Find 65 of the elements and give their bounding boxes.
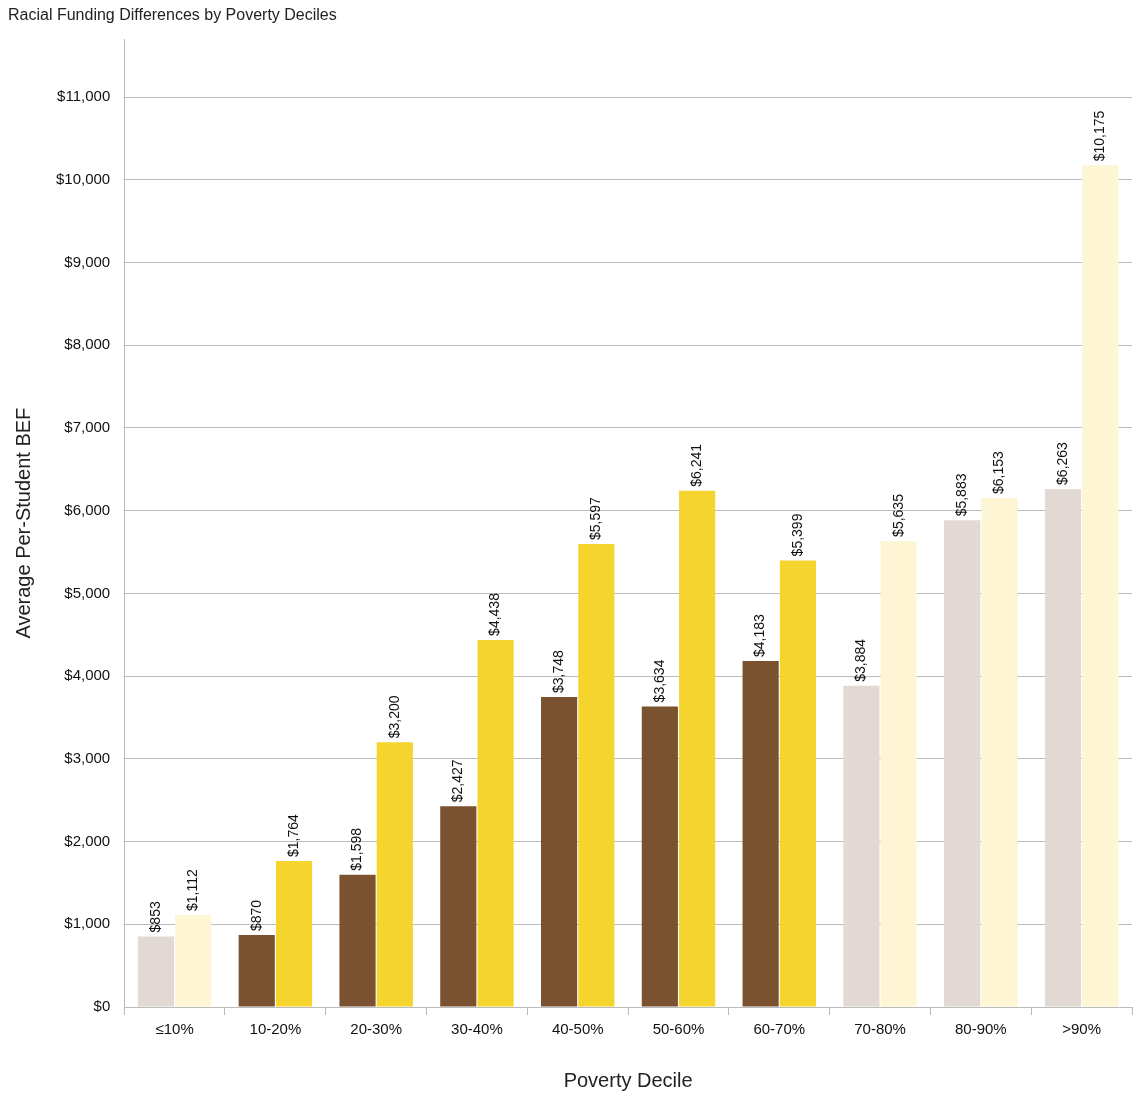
bar	[376, 742, 413, 1007]
bar	[238, 935, 275, 1007]
y-tick-label: $11,000	[57, 87, 111, 105]
y-tick-label: $3,000	[64, 748, 111, 766]
bar	[779, 560, 817, 1007]
text: $1,112	[184, 869, 201, 912]
x-tick-label: 30-40%	[451, 1020, 503, 1038]
text: $5,597	[587, 497, 604, 541]
y-tick-label: $4,000	[64, 666, 111, 684]
y-tick-label: $1,000	[64, 914, 111, 932]
x-tick-label: 20-30%	[350, 1020, 403, 1038]
text: $5,635	[889, 494, 906, 537]
text: $5,399	[788, 513, 805, 557]
text: $1,598	[348, 827, 365, 871]
x-tick-label: 60-70%	[753, 1020, 806, 1038]
bar	[742, 660, 779, 1007]
text: $10,175	[1091, 110, 1108, 162]
bar	[440, 806, 477, 1007]
x-tick-label: 10-20%	[249, 1020, 302, 1038]
bar	[578, 544, 615, 1007]
x-tick-label: 40-50%	[551, 1020, 604, 1038]
bar	[339, 874, 376, 1007]
text: $3,200	[385, 695, 402, 739]
bar	[1082, 165, 1119, 1007]
bar	[880, 540, 917, 1007]
text: $5,883	[953, 473, 970, 517]
y-tick-label: $2,000	[64, 831, 111, 849]
text: $2,427	[449, 759, 466, 803]
x-tick-label: 50-60%	[652, 1020, 705, 1038]
text: $3,748	[549, 650, 566, 693]
x-tick-label: 70-80%	[854, 1020, 906, 1038]
bar	[944, 520, 981, 1007]
text: $6,153	[990, 451, 1007, 495]
bar	[679, 490, 716, 1007]
text: $4,183	[751, 614, 768, 657]
x-tick-label: >90%	[1062, 1020, 1102, 1038]
text: $6,263	[1053, 442, 1070, 485]
bar	[641, 706, 678, 1007]
text: $3,634	[650, 659, 667, 703]
bar	[843, 685, 880, 1007]
text: $1,764	[284, 814, 301, 858]
y-axis-title: Average Per-Student BEF	[11, 407, 34, 639]
text: $6,241	[688, 443, 704, 487]
x-tick-label: ≤10%	[155, 1020, 194, 1038]
bar	[540, 696, 578, 1007]
x-tick-label: 80-90%	[954, 1020, 1007, 1038]
text: $870	[247, 899, 264, 932]
y-tick-label: $10,000	[55, 169, 111, 187]
text: $853	[146, 901, 163, 933]
y-tick-label: $5,000	[64, 583, 111, 601]
y-tick-label: $8,000	[64, 335, 111, 353]
bar	[275, 861, 313, 1007]
chart-title: Racial Funding Differences by Poverty Deciles	[8, 6, 337, 24]
y-tick-label: $9,000	[64, 252, 111, 270]
y-tick-label: $6,000	[64, 500, 111, 518]
bar	[175, 915, 212, 1007]
text: $3,884	[852, 638, 869, 682]
bar	[981, 498, 1018, 1007]
y-tick-label: $7,000	[64, 418, 111, 436]
x-axis-title: Poverty Decile	[563, 1068, 693, 1091]
bar	[477, 639, 514, 1007]
bar	[1044, 488, 1082, 1007]
text: $4,438	[486, 593, 503, 636]
y-tick-label: $0	[93, 997, 111, 1015]
bar	[137, 936, 175, 1007]
